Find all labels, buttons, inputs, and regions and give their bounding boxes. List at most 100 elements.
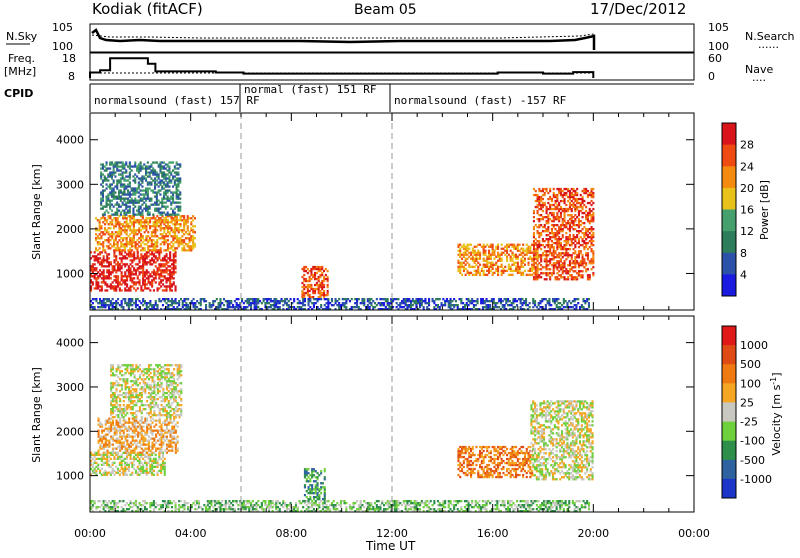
data-cell: [140, 287, 142, 289]
data-cell: [129, 175, 131, 177]
data-cell: [169, 287, 171, 289]
data-cell: [95, 233, 97, 235]
data-cell: [178, 231, 180, 233]
data-cell: [538, 190, 540, 192]
data-cell: [535, 190, 537, 192]
data-cell: [149, 300, 151, 302]
data-cell: [108, 418, 110, 420]
data-cell: [553, 264, 555, 266]
data-cell: [175, 251, 177, 253]
data-cell: [547, 208, 549, 210]
data-cell: [130, 267, 132, 269]
data-cell: [141, 440, 143, 442]
data-cell: [565, 250, 567, 252]
data-cell: [515, 254, 517, 256]
data-cell: [513, 256, 515, 258]
data-cell: [170, 179, 172, 181]
data-cell: [327, 302, 329, 304]
data-cell: [433, 306, 435, 308]
data-cell: [538, 242, 540, 244]
data-cell: [140, 177, 142, 179]
data-cell: [356, 300, 358, 302]
data-cell: [331, 298, 333, 300]
data-cell: [492, 252, 494, 254]
data-cell: [129, 161, 131, 163]
data-cell: [564, 208, 566, 210]
data-cell: [567, 220, 569, 222]
data-cell: [589, 260, 591, 262]
data-cell: [161, 432, 163, 434]
data-cell: [151, 462, 153, 464]
data-cell: [356, 302, 358, 304]
data-cell: [159, 181, 161, 183]
data-cell: [487, 306, 489, 308]
data-cell: [133, 277, 135, 279]
data-cell: [104, 189, 106, 191]
data-cell: [145, 239, 147, 241]
data-cell: [546, 278, 548, 280]
data-cell: [474, 258, 476, 260]
data-cell: [144, 243, 146, 245]
data-cell: [100, 225, 102, 227]
data-cell: [544, 260, 546, 262]
data-cell: [587, 274, 589, 276]
data-cell: [149, 253, 151, 255]
data-cell: [466, 248, 468, 250]
data-cell: [115, 243, 117, 245]
data-cell: [406, 306, 408, 308]
data-cell: [112, 392, 114, 394]
data-cell: [490, 266, 492, 268]
data-cell: [574, 228, 576, 230]
data-cell: [469, 302, 471, 304]
data-cell: [230, 306, 232, 308]
data-cell: [562, 272, 564, 274]
data-cell: [169, 251, 171, 253]
data-cell: [237, 306, 239, 308]
data-cell: [159, 163, 161, 165]
data-cell: [477, 298, 479, 300]
data-cell: [97, 237, 99, 239]
data-cell: [139, 424, 141, 426]
data-cell: [212, 300, 214, 302]
data-cell: [303, 280, 305, 282]
data-cell: [310, 288, 312, 290]
data-cell: [110, 374, 112, 376]
data-cell: [140, 243, 142, 245]
data-cell: [161, 181, 163, 183]
data-cell: [141, 212, 143, 214]
data-cell: [426, 306, 428, 308]
data-cell: [172, 217, 174, 219]
data-cell: [522, 260, 524, 262]
data-cell: [552, 300, 554, 302]
data-cell: [109, 185, 111, 187]
data-cell: [116, 370, 118, 372]
data-cell: [189, 233, 191, 235]
data-cell: [119, 406, 121, 408]
data-cell: [501, 264, 503, 266]
data-cell: [128, 418, 130, 420]
data-cell: [123, 179, 125, 181]
data-cell: [97, 257, 99, 259]
data-cell: [126, 275, 128, 277]
data-cell: [152, 173, 154, 175]
data-cell: [574, 238, 576, 240]
data-cell: [154, 217, 156, 219]
data-cell: [165, 233, 167, 235]
data-cell: [145, 227, 147, 229]
data-cell: [589, 220, 591, 222]
data-cell: [547, 254, 549, 256]
data-cell: [161, 206, 163, 208]
data-cell: [155, 261, 157, 263]
data-cell: [176, 161, 178, 163]
data-cell: [106, 169, 108, 171]
data-cell: [115, 219, 117, 221]
data-cell: [110, 300, 112, 302]
data-cell: [102, 196, 104, 198]
data-cell: [302, 302, 304, 304]
data-cell: [488, 254, 490, 256]
data-cell: [578, 230, 580, 232]
data-cell: [517, 256, 519, 258]
data-cell: [537, 226, 539, 228]
data-cell: [144, 302, 146, 304]
data-cell: [157, 271, 159, 273]
